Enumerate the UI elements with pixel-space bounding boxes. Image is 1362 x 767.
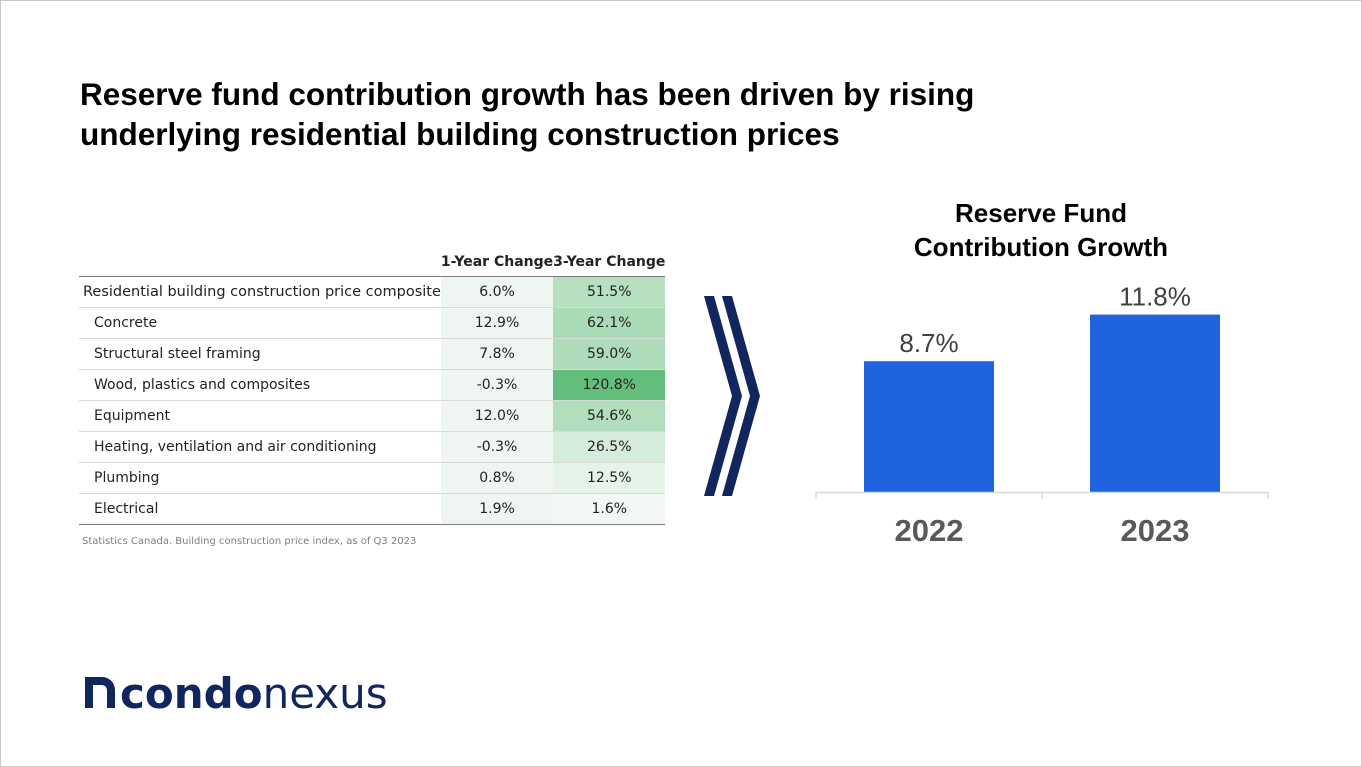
table-header-3-year: 3-Year Change <box>553 254 666 270</box>
logo-text-nexus: nexus <box>262 669 388 718</box>
n-arch-icon <box>85 677 115 708</box>
row-label: Residential building construction price … <box>79 276 441 308</box>
table-row: Electrical 1.9% 1.6% <box>79 493 666 525</box>
row-label: Heating, ventilation and air conditionin… <box>79 431 441 463</box>
one-year-change-cell: 7.8% <box>440 338 554 370</box>
slide-title-line-2: underlying residential building construc… <box>80 116 840 152</box>
one-year-change-cell: -0.3% <box>440 369 554 401</box>
table-row: Equipment 12.0% 54.6% <box>79 400 666 432</box>
row-label: Structural steel framing <box>79 338 441 370</box>
chart-title: Reserve Fund Contribution Growth <box>870 196 1212 264</box>
table-header-1-year: 1-Year Change <box>440 254 554 270</box>
chevron-right-icon <box>704 296 760 496</box>
row-label: Electrical <box>79 493 441 525</box>
three-year-change-cell: 51.5% <box>553 276 666 308</box>
bar-2022 <box>864 361 994 492</box>
source-note: Statistics Canada. Building construction… <box>82 536 417 547</box>
table-header-row: 1-Year Change 3-Year Change <box>79 248 666 277</box>
slide-title: Reserve fund contribution growth has bee… <box>80 74 1080 154</box>
three-year-change-cell: 59.0% <box>553 338 666 370</box>
one-year-change-cell: 12.9% <box>440 307 554 339</box>
three-year-change-cell: 54.6% <box>553 400 666 432</box>
three-year-change-cell: 62.1% <box>553 307 666 339</box>
table-header-name <box>79 248 441 277</box>
slide-title-line-1: Reserve fund contribution growth has bee… <box>80 76 975 112</box>
table-row: Heating, ventilation and air conditionin… <box>79 431 666 463</box>
one-year-change-cell: 1.9% <box>440 493 554 525</box>
table-row: Wood, plastics and composites -0.3% 120.8% <box>79 369 666 401</box>
row-label: Wood, plastics and composites <box>79 369 441 401</box>
bar-2023 <box>1090 314 1220 492</box>
one-year-change-cell: -0.3% <box>440 431 554 463</box>
row-label: Concrete <box>79 307 441 339</box>
three-year-change-cell: 12.5% <box>553 462 666 494</box>
x-tick-label-2023: 2023 <box>1121 513 1190 548</box>
price-change-table: 1-Year Change 3-Year Change Residential … <box>79 248 666 525</box>
row-label: Equipment <box>79 400 441 432</box>
one-year-change-cell: 0.8% <box>440 462 554 494</box>
chart-title-line-1: Reserve Fund <box>955 198 1127 228</box>
one-year-change-cell: 6.0% <box>440 276 554 308</box>
three-year-change-cell: 26.5% <box>553 431 666 463</box>
data-label-2022: 8.7% <box>899 328 958 358</box>
contribution-growth-chart: 8.7% 2022 11.8% 2023 <box>815 282 1269 548</box>
condonexus-logo: condonexus <box>82 669 388 719</box>
row-label: Plumbing <box>79 462 441 494</box>
one-year-change-cell: 12.0% <box>440 400 554 432</box>
chart-title-line-2: Contribution Growth <box>913 232 1169 262</box>
x-tick-label-2022: 2022 <box>895 513 964 548</box>
three-year-change-cell: 120.8% <box>553 369 666 401</box>
data-label-2023: 11.8% <box>1119 282 1191 312</box>
logo-text-condo: condo <box>120 669 263 718</box>
table-row: Plumbing 0.8% 12.5% <box>79 462 666 494</box>
table-row: Structural steel framing 7.8% 59.0% <box>79 338 666 370</box>
three-year-change-cell: 1.6% <box>553 493 666 525</box>
table-row: Concrete 12.9% 62.1% <box>79 307 666 339</box>
table-row: Residential building construction price … <box>79 276 666 308</box>
